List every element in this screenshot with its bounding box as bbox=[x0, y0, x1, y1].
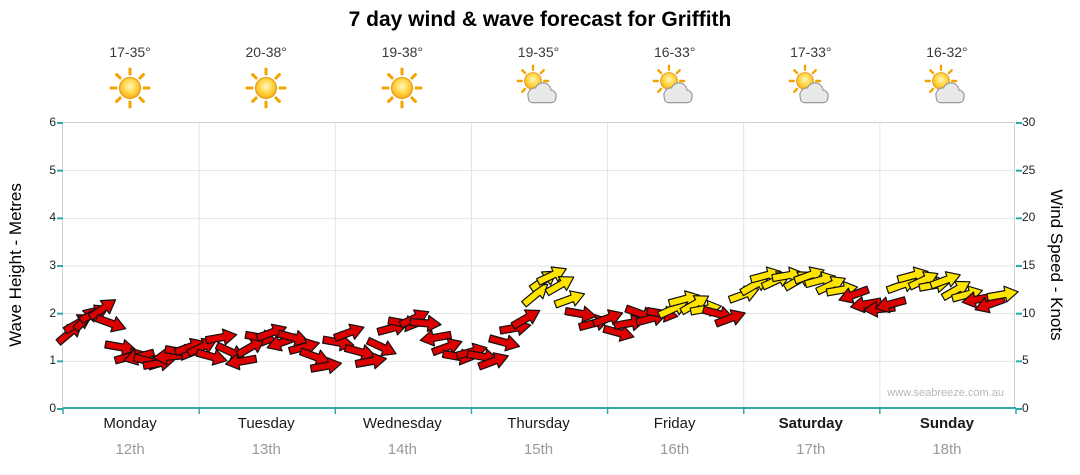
right-tick-10: 10 bbox=[1022, 305, 1036, 320]
day-date-thursday: 15th bbox=[523, 441, 554, 458]
wind-arrow-red bbox=[195, 348, 228, 366]
wind-arrow-yellow bbox=[940, 280, 971, 301]
weather-icon-partly-cloudy bbox=[787, 64, 835, 112]
weather-icon-sunny bbox=[381, 67, 423, 109]
weather-icon-partly-cloudy bbox=[651, 64, 699, 112]
day-date-wednesday: 14th bbox=[387, 441, 417, 458]
wind-arrow-yellow bbox=[536, 266, 567, 286]
day-label-friday: Friday bbox=[653, 415, 696, 432]
plot-area: www.seabreeze.com.au bbox=[55, 122, 1022, 414]
left-tick-5: 5 bbox=[49, 162, 56, 177]
day-label-wednesday: Wednesday bbox=[362, 415, 442, 432]
day-date-sunday: 18th bbox=[932, 441, 962, 458]
left-tick-6: 6 bbox=[49, 115, 56, 129]
weather-icon-sunny bbox=[109, 67, 151, 109]
wind-arrow-red bbox=[477, 352, 509, 371]
temp-range-thursday: 19-35° bbox=[517, 44, 560, 60]
day-date-friday: 16th bbox=[660, 441, 690, 458]
wind-arrow-yellow bbox=[544, 276, 575, 297]
wind-arrow-red bbox=[409, 314, 442, 333]
wind-arrow-red bbox=[591, 309, 624, 328]
wind-arrow-red bbox=[333, 323, 365, 342]
wind-arrow-yellow bbox=[986, 285, 1019, 303]
wind-arrow-red bbox=[87, 299, 117, 321]
wind-arrow-yellow bbox=[907, 271, 939, 291]
day-date-monday: 12th bbox=[115, 441, 145, 458]
wind-arrow-red bbox=[365, 336, 397, 357]
left-tick-0: 0 bbox=[49, 401, 56, 415]
right-tick-25: 25 bbox=[1022, 162, 1036, 177]
wind-arrow-red bbox=[714, 309, 746, 328]
wind-arrow-red bbox=[354, 352, 388, 370]
wind-arrow-red bbox=[564, 305, 597, 323]
temp-range-monday: 17-35° bbox=[109, 44, 151, 60]
weather-icon-partly-cloudy bbox=[923, 64, 971, 112]
day-label-saturday: Saturday bbox=[778, 415, 843, 432]
right-tick-5: 5 bbox=[1022, 353, 1029, 368]
wind-arrow-red bbox=[287, 337, 321, 355]
temp-range-friday: 16-33° bbox=[653, 44, 696, 60]
wind-arrows-canvas bbox=[55, 122, 1022, 414]
temp-range-saturday: 17-33° bbox=[790, 44, 832, 60]
temp-range-tuesday: 20-38° bbox=[245, 44, 287, 60]
day-label-monday: Monday bbox=[103, 415, 157, 432]
right-tick-20: 20 bbox=[1022, 210, 1036, 225]
wind-arrow-red bbox=[431, 337, 463, 357]
day-label-thursday: Thursday bbox=[507, 415, 570, 432]
left-tick-4: 4 bbox=[49, 210, 56, 225]
day-date-saturday: 17th bbox=[796, 441, 826, 458]
wind-arrow-red bbox=[224, 353, 258, 371]
wind-arrow-red bbox=[235, 338, 266, 359]
right-tick-30: 30 bbox=[1022, 115, 1036, 129]
left-axis-label: Wave Height - Metres bbox=[6, 183, 25, 347]
right-tick-0: 0 bbox=[1022, 401, 1029, 415]
temp-range-wednesday: 19-38° bbox=[381, 44, 424, 60]
wind-arrow-yellow bbox=[793, 266, 825, 285]
weather-icon-sunny bbox=[245, 67, 287, 109]
wind-arrow-yellow bbox=[929, 271, 961, 290]
wind-arrow-yellow bbox=[815, 275, 846, 296]
weather-icon-partly-cloudy bbox=[515, 64, 563, 112]
wind-arrow-red bbox=[849, 296, 883, 314]
wind-arrow-red bbox=[309, 357, 343, 375]
day-label-sunday: Sunday bbox=[919, 415, 975, 432]
wind-arrow-red bbox=[94, 314, 127, 333]
wind-arrow-red bbox=[488, 334, 521, 352]
wind-arrow-yellow bbox=[553, 290, 586, 309]
left-tick-2: 2 bbox=[49, 305, 56, 320]
left-tick-1: 1 bbox=[49, 353, 56, 368]
wind-arrow-red bbox=[602, 324, 635, 342]
temp-range-sunday: 16-32° bbox=[926, 44, 968, 60]
right-tick-15: 15 bbox=[1022, 258, 1036, 272]
wind-arrow-red bbox=[419, 329, 453, 347]
watermark: www.seabreeze.com.au bbox=[887, 387, 1004, 399]
left-tick-3: 3 bbox=[49, 258, 56, 272]
wind-arrow-yellow bbox=[679, 295, 710, 316]
right-axis-label: Wind Speed - Knots bbox=[1047, 189, 1066, 341]
day-date-tuesday: 13th bbox=[251, 441, 281, 458]
wind-arrow-red bbox=[204, 328, 238, 346]
chart-title: 7 day wind & wave forecast for Griffith bbox=[348, 8, 732, 31]
wind-arrow-red bbox=[838, 285, 870, 304]
day-label-tuesday: Tuesday bbox=[237, 415, 295, 432]
wind-arrow-red bbox=[874, 296, 907, 314]
wind-arrow-red bbox=[510, 309, 541, 330]
